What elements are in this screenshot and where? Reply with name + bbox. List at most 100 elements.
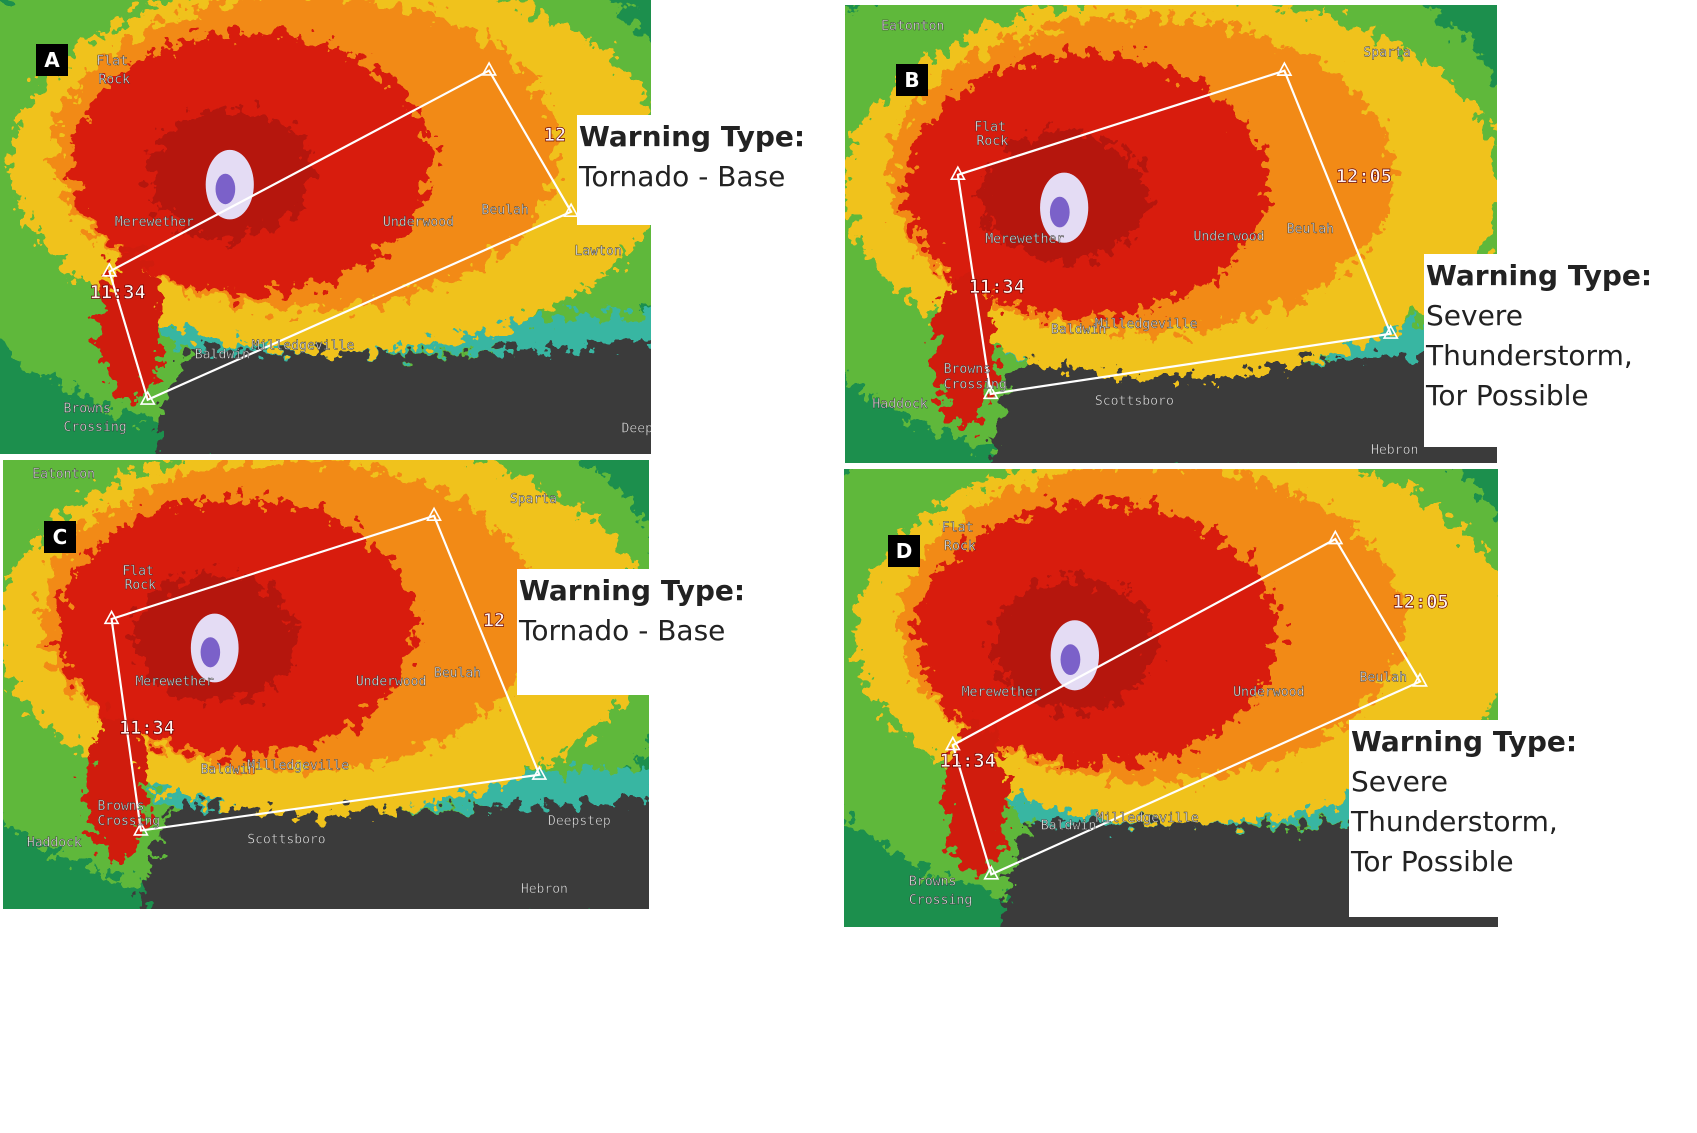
- panel-letter: D: [888, 535, 920, 567]
- place-label: Milledgeville: [247, 758, 349, 773]
- place-label: Browns: [97, 799, 144, 814]
- warning-type: Severe: [1351, 765, 1448, 798]
- hook-echo: [86, 712, 148, 863]
- panel-letter: B: [896, 64, 928, 96]
- track-time: 12:05: [1392, 592, 1448, 613]
- warning-polygon: [108, 69, 573, 402]
- warning-heading: Warning Type:: [519, 574, 746, 607]
- place-label: Eatonton: [881, 19, 944, 34]
- polygon-vertex: [101, 262, 118, 277]
- place-label: Flat: [974, 120, 1006, 135]
- warning-heading: Warning Type:: [1426, 259, 1653, 292]
- polygon-vertex: [1411, 672, 1428, 687]
- radar-panel: Flat Rock Merewether Underwood Beulah Milledg…: [0, 0, 651, 454]
- place-label: Baldwin: [1051, 323, 1106, 338]
- polygon-vertex: [1276, 61, 1293, 76]
- polygon-vertex: [481, 61, 498, 76]
- track-time: 11:34: [119, 718, 175, 739]
- place-label: Beulah: [481, 203, 528, 218]
- warning-box: Warning Type: Tornado - Base: [577, 115, 806, 225]
- place-label: Rock: [976, 134, 1008, 149]
- radar-panel: Flat Rock Merewether Underwood Beulah Milledg…: [844, 469, 1498, 927]
- polygon-vertex: [949, 165, 966, 181]
- warning-type: Thunderstorm,: [1426, 339, 1633, 372]
- place-label: Underwood: [1233, 685, 1304, 700]
- place-label: Flat: [122, 564, 153, 579]
- place-label: Beulah: [1287, 222, 1334, 237]
- polygon-vertex: [426, 506, 442, 521]
- place-label: Sparta: [510, 492, 557, 507]
- hook-echo: [945, 721, 1007, 875]
- polygon-vertex: [531, 765, 548, 780]
- warning-type: Tornado - Base: [519, 614, 726, 647]
- place-label: Milledgeville: [1096, 811, 1199, 826]
- polygon-vertex: [983, 865, 1000, 880]
- warning-type: Severe: [1426, 299, 1523, 332]
- place-label: Underwood: [356, 675, 426, 690]
- place-label: Browns: [944, 362, 991, 377]
- reflectivity: [0, 0, 651, 454]
- echo-core-inner: [215, 173, 236, 205]
- reflectivity: [844, 469, 1498, 927]
- track-time: 12: [483, 611, 505, 632]
- place-label: Hebron: [1371, 443, 1418, 458]
- place-label: Sparta: [1363, 45, 1410, 60]
- place-label: Flat: [942, 520, 974, 535]
- place-label: Haddock: [27, 836, 82, 851]
- polygon-vertex: [944, 735, 961, 751]
- track-time: 12:05: [1336, 167, 1392, 188]
- place-label: Rock: [125, 578, 157, 593]
- warning-box: Warning Type: Severe Thunderstorm, Tor Poss…: [1349, 720, 1581, 917]
- echo-core-inner: [200, 637, 221, 668]
- radar-image: Flat Rock Merewether Underwood Beulah Milledg…: [844, 469, 1498, 927]
- place-label: Deep: [621, 421, 651, 436]
- place-label: Hebron: [521, 882, 568, 897]
- track-time: 11:34: [969, 277, 1025, 298]
- place-label: Merewether: [985, 232, 1064, 247]
- polygon-vertex: [139, 390, 156, 405]
- panel-letter: A: [36, 44, 68, 76]
- place-label: Merewether: [962, 685, 1041, 700]
- warning-polygon: [956, 69, 1393, 396]
- place-label: Deepstep: [548, 814, 611, 829]
- place-label: Merewether: [115, 215, 194, 230]
- warning-heading: Warning Type:: [1351, 725, 1578, 758]
- echo-core-inner: [1049, 196, 1070, 228]
- polygon-vertex: [1382, 324, 1399, 339]
- place-label: Crossing: [909, 893, 972, 908]
- track-time: 11:34: [940, 751, 996, 772]
- place-label: Haddock: [872, 397, 927, 412]
- place-label: Rock: [944, 539, 976, 554]
- echo-core-inner: [1060, 644, 1081, 675]
- warning-type: Tor Possible: [1426, 379, 1589, 412]
- track-time: 11:34: [90, 283, 146, 304]
- place-label: Scottsboro: [247, 833, 325, 848]
- warning-box: Warning Type: Tornado - Base: [517, 569, 749, 695]
- polygon-vertex: [132, 821, 149, 836]
- place-label: Flat: [96, 54, 128, 69]
- place-label: Crossing: [97, 814, 160, 829]
- track-time: 12: [544, 125, 566, 146]
- place-label: Rock: [98, 73, 130, 88]
- radar-image: Flat Rock Merewether Underwood Beulah Milledg…: [0, 0, 651, 454]
- polygon-vertex: [982, 384, 999, 400]
- polygon-vertex: [1327, 529, 1344, 545]
- place-label: Baldwin: [201, 763, 256, 778]
- warning-type: Tor Possible: [1351, 845, 1514, 878]
- place-label: Browns: [63, 402, 110, 417]
- place-label: Lawton: [574, 244, 621, 259]
- place-label: Milledgeville: [1095, 317, 1198, 332]
- reflectivity: [845, 5, 1497, 463]
- warning-heading: Warning Type:: [579, 120, 806, 153]
- warning-type: Thunderstorm,: [1351, 805, 1558, 838]
- warning-type: Tornado - Base: [579, 160, 786, 193]
- panel-letter: C: [44, 521, 76, 553]
- hook-echo: [100, 249, 162, 402]
- place-label: Milledgeville: [252, 339, 355, 354]
- place-label: Browns: [909, 874, 957, 889]
- warning-box: Warning Type: Severe Thunderstorm, Tor Poss…: [1424, 254, 1664, 447]
- place-label: Merewether: [135, 675, 214, 690]
- place-label: Underwood: [383, 215, 454, 230]
